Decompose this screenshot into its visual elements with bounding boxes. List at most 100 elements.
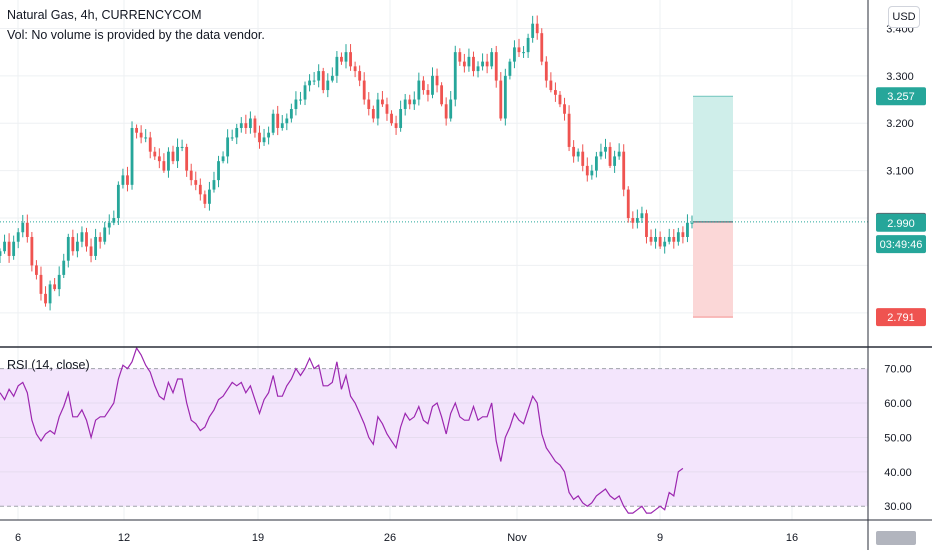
candle bbox=[121, 175, 125, 185]
candle bbox=[157, 156, 161, 162]
candle bbox=[176, 146, 179, 162]
candle bbox=[57, 274, 61, 290]
rsi-line bbox=[0, 346, 684, 514]
rsi-tick-label: 50.00 bbox=[884, 432, 912, 444]
candle bbox=[239, 123, 243, 128]
candle bbox=[0, 251, 2, 256]
candle bbox=[335, 56, 339, 76]
price-badge-label: 03:49:46 bbox=[880, 239, 923, 251]
candle bbox=[167, 151, 170, 171]
candle bbox=[472, 56, 475, 72]
candle bbox=[390, 113, 393, 124]
candle bbox=[344, 52, 348, 62]
candle bbox=[75, 241, 79, 252]
candle bbox=[358, 71, 362, 81]
candle bbox=[85, 232, 88, 247]
candle bbox=[476, 66, 480, 72]
candle bbox=[276, 113, 280, 128]
candle bbox=[608, 146, 612, 166]
candle bbox=[649, 236, 653, 242]
candle bbox=[385, 104, 389, 114]
candle bbox=[330, 75, 334, 81]
candle bbox=[672, 236, 676, 242]
candle bbox=[440, 85, 444, 105]
candle bbox=[25, 222, 29, 237]
candle bbox=[248, 118, 252, 128]
candle bbox=[317, 71, 321, 81]
candle bbox=[485, 61, 489, 67]
candle bbox=[481, 61, 484, 67]
candle bbox=[53, 284, 57, 290]
rsi-tick-label: 40.00 bbox=[884, 467, 912, 479]
candle bbox=[558, 94, 562, 105]
candle bbox=[599, 151, 603, 157]
candle bbox=[48, 284, 52, 304]
candle bbox=[435, 75, 439, 86]
candle bbox=[626, 189, 630, 219]
candle bbox=[217, 161, 220, 181]
candle bbox=[371, 109, 375, 119]
candle bbox=[676, 232, 680, 242]
candle bbox=[7, 241, 11, 256]
candle bbox=[526, 37, 530, 53]
candle bbox=[690, 222, 694, 224]
candle bbox=[194, 180, 198, 185]
time-tick-label: 16 bbox=[786, 532, 798, 544]
candle bbox=[198, 184, 202, 195]
candle bbox=[453, 52, 457, 100]
candle bbox=[112, 218, 116, 223]
candle bbox=[3, 241, 6, 252]
candle bbox=[513, 47, 516, 62]
candle bbox=[103, 227, 107, 242]
candle bbox=[362, 80, 366, 100]
candle bbox=[613, 156, 617, 166]
candle bbox=[253, 118, 257, 133]
candle bbox=[490, 52, 494, 67]
candle bbox=[171, 151, 175, 162]
candle bbox=[135, 127, 138, 133]
candle bbox=[244, 123, 248, 128]
candle bbox=[617, 151, 621, 157]
candle bbox=[226, 137, 230, 157]
time-tick-label: 19 bbox=[252, 532, 264, 544]
currency-button[interactable]: USD bbox=[888, 6, 920, 28]
time-tick-label: 26 bbox=[384, 532, 396, 544]
candle bbox=[221, 156, 225, 162]
candle bbox=[535, 23, 539, 34]
candle bbox=[403, 99, 407, 110]
price-badge-label: 3.257 bbox=[887, 91, 915, 103]
candle bbox=[663, 241, 667, 247]
candle bbox=[394, 123, 398, 128]
candle bbox=[517, 47, 521, 53]
candle bbox=[686, 222, 689, 237]
candle bbox=[604, 146, 607, 152]
candle bbox=[267, 132, 271, 138]
loss-zone[interactable] bbox=[693, 221, 733, 318]
candle bbox=[189, 170, 193, 181]
candle bbox=[303, 85, 307, 100]
candle bbox=[208, 189, 211, 204]
candle bbox=[235, 127, 239, 138]
candle bbox=[294, 99, 298, 110]
candle bbox=[399, 109, 403, 128]
rsi-legend: RSI (14, close) bbox=[7, 358, 90, 372]
candle bbox=[203, 194, 207, 204]
candle bbox=[130, 127, 134, 185]
settings-corner-button[interactable] bbox=[876, 531, 916, 545]
candle bbox=[654, 236, 657, 242]
candle bbox=[21, 222, 25, 233]
candle bbox=[667, 236, 671, 242]
candle bbox=[467, 56, 471, 67]
candle bbox=[98, 236, 102, 242]
candle bbox=[431, 75, 434, 95]
price-tick-label: 3.300 bbox=[886, 71, 914, 83]
price-badge bbox=[876, 87, 926, 106]
candle bbox=[531, 23, 535, 38]
candle bbox=[180, 146, 184, 148]
candle bbox=[66, 236, 70, 261]
price-tick-label: 3.100 bbox=[886, 166, 914, 178]
profit-zone[interactable] bbox=[693, 96, 733, 222]
candle bbox=[258, 132, 261, 143]
